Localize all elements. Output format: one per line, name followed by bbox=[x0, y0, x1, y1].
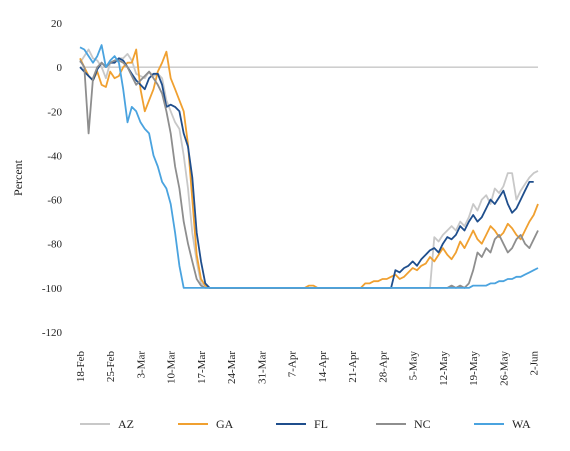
x-tick-label: 17-Mar bbox=[196, 351, 208, 384]
x-tick-label: 3-Mar bbox=[135, 351, 147, 379]
series-lines bbox=[79, 44, 539, 289]
series-line-az bbox=[79, 48, 539, 289]
y-tick-label: -40 bbox=[47, 150, 62, 162]
x-tick-label: 24-Mar bbox=[226, 351, 238, 384]
x-tick-label: 25-Feb bbox=[105, 351, 117, 383]
y-axis-ticks: 20 0 -20 -40 -60 -80 -100 -120 bbox=[42, 18, 63, 339]
legend-label-az: AZ bbox=[118, 417, 134, 431]
y-tick-label: 0 bbox=[57, 62, 63, 74]
x-tick-label: 31-Mar bbox=[256, 351, 268, 384]
y-tick-label: -60 bbox=[47, 195, 62, 207]
x-tick-label: 21-Apr bbox=[347, 351, 359, 383]
x-axis-ticks: 18-Feb 25-Feb 3-Mar 10-Mar 17-Mar 24-Mar 31-Ma… bbox=[75, 351, 541, 386]
x-tick-label: 5-May bbox=[408, 351, 420, 381]
y-axis-label: Percent bbox=[11, 159, 25, 196]
legend: AZ GA FL NC WA bbox=[80, 417, 531, 431]
y-tick-label: -20 bbox=[47, 106, 62, 118]
legend-label-fl: FL bbox=[314, 417, 328, 431]
series-line-fl bbox=[79, 57, 534, 289]
series-line-ga bbox=[79, 48, 539, 289]
x-tick-label: 28-Apr bbox=[377, 351, 389, 383]
legend-label-ga: GA bbox=[216, 417, 234, 431]
series-line-nc bbox=[79, 59, 539, 289]
x-tick-label: 12-May bbox=[438, 351, 450, 386]
series-line-wa bbox=[79, 44, 539, 289]
y-tick-label: -120 bbox=[42, 327, 63, 339]
y-tick-label: 20 bbox=[51, 18, 63, 30]
legend-label-nc: NC bbox=[414, 417, 431, 431]
x-tick-label: 18-Feb bbox=[75, 351, 87, 383]
y-tick-label: -100 bbox=[42, 283, 63, 295]
x-tick-label: 19-May bbox=[468, 351, 480, 386]
legend-label-wa: WA bbox=[512, 417, 531, 431]
x-tick-label: 14-Apr bbox=[317, 351, 329, 383]
x-tick-label: 2-Jun bbox=[529, 351, 541, 376]
y-tick-label: -80 bbox=[47, 239, 62, 251]
x-tick-label: 10-Mar bbox=[166, 351, 178, 384]
x-tick-label: 7-Apr bbox=[287, 351, 299, 378]
x-tick-label: 26-May bbox=[498, 351, 510, 386]
